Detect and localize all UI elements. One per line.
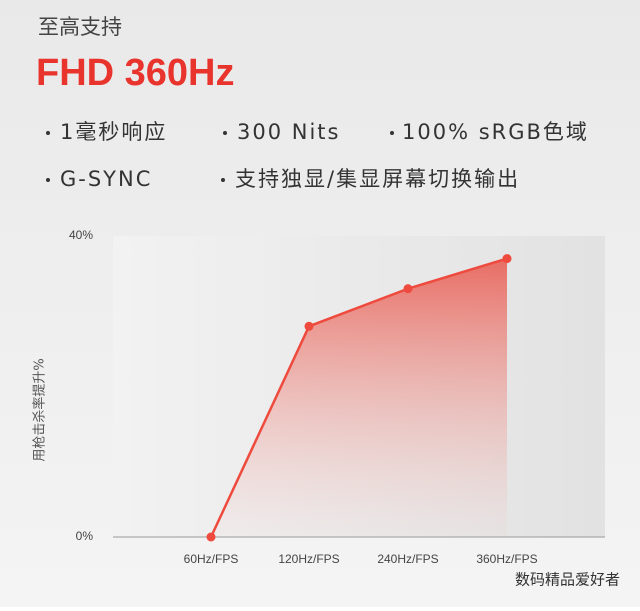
y-tick-label: 40% [69, 228, 93, 242]
bullet [221, 178, 225, 182]
point [403, 284, 413, 294]
feature: 100% sRGB色域 [402, 120, 589, 144]
point [206, 532, 216, 542]
bullet [390, 131, 394, 135]
title: FHD 360Hz [36, 52, 235, 94]
feature: G-SYNC [60, 167, 152, 191]
x-tick-label: 240Hz/FPS [377, 552, 438, 566]
y-axis-label: 用枪击杀率提升% [32, 358, 48, 461]
point [304, 321, 314, 331]
line [209, 257, 508, 538]
bullet [223, 131, 227, 135]
x-tick-label: 360Hz/FPS [476, 552, 537, 566]
watermark: 数码精品爱好者 [515, 571, 620, 589]
bullet [46, 178, 50, 182]
bullet [46, 131, 50, 135]
point [502, 254, 512, 264]
feature: 支持独显/集显屏幕切换输出 [235, 167, 520, 191]
x-tick-label: 60Hz/FPS [184, 552, 239, 566]
area-fill [211, 258, 507, 537]
feature: 300 Nits [237, 120, 340, 144]
y-tick-label: 0% [76, 529, 94, 543]
subtitle: 至高支持 [38, 15, 122, 39]
x-tick-label: 120Hz/FPS [278, 552, 339, 566]
feature: 1毫秒响应 [60, 120, 167, 144]
